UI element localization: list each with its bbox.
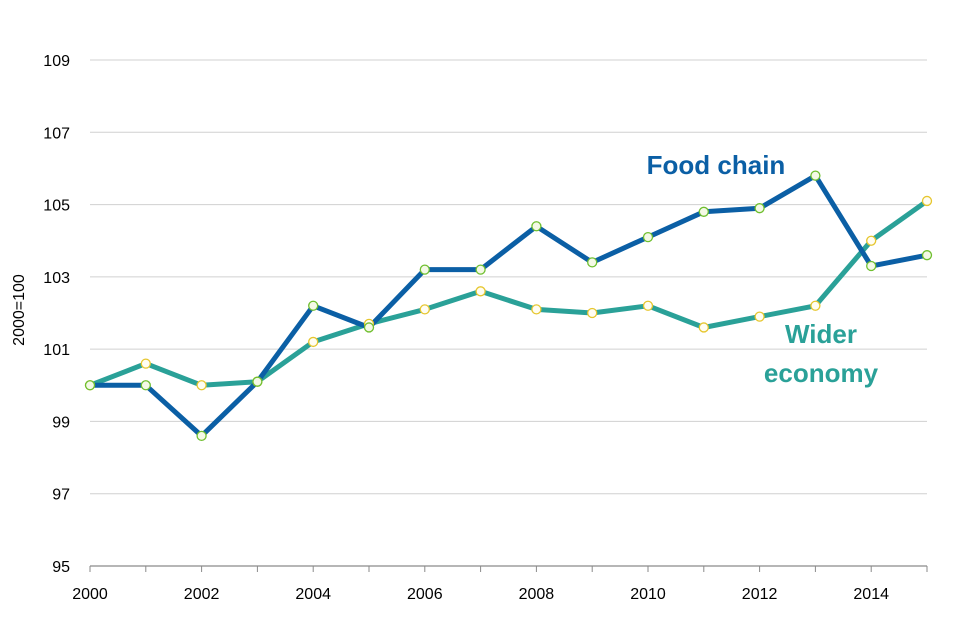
wider-economy-point-2014 [866, 235, 877, 246]
food-chain-point-2015 [921, 250, 933, 261]
food-chain-line [87, 173, 930, 439]
wider-economy-label-line-2: economy [764, 358, 879, 388]
axes: 95 97 99 101 103 105 107 109 2000 2002 2004 2006 200… [43, 53, 928, 603]
wider-economy-point-2008 [531, 304, 542, 315]
wider-economy-point-2013 [810, 300, 821, 311]
x-tick-label-2004: 2004 [295, 586, 331, 603]
food-chain-point-2010 [642, 231, 654, 243]
food-chain-point-2014 [866, 260, 877, 272]
wider-economy-point-2001 [140, 358, 151, 369]
wider-economy-point-2007 [475, 286, 486, 297]
y-tick-label-105: 105 [43, 198, 70, 215]
food-chain-point-2013 [810, 170, 821, 181]
food-chain-series-label: Food chain [647, 150, 786, 180]
x-tick-label-2002: 2002 [184, 586, 220, 603]
wider-economy-point-2015 [921, 195, 933, 207]
x-tick-label-2008: 2008 [519, 586, 555, 603]
x-tick-label-2012: 2012 [742, 586, 778, 603]
y-tick-label-103: 103 [43, 270, 70, 287]
y-tick-label-95: 95 [52, 559, 70, 576]
food-chain-point-2008 [531, 221, 542, 232]
wider-economy-point-2004 [308, 336, 319, 348]
y-tick-label-107: 107 [43, 125, 70, 142]
y-tick-label-99: 99 [52, 414, 70, 431]
y-axis-title: 2000=100 [11, 274, 28, 346]
wider-economy-point-2010 [642, 300, 654, 311]
wider-economy-point-2012 [754, 311, 765, 322]
data-markers [84, 170, 933, 442]
food-chain-point-2007 [475, 264, 486, 275]
food-chain-point-2005 [363, 322, 375, 333]
y-tick-label-97: 97 [52, 487, 70, 504]
wider-economy-label-line-1: Wider [785, 319, 857, 349]
wider-economy-point-2009 [587, 307, 598, 319]
series-lines [87, 173, 930, 439]
gridlines [90, 59, 927, 495]
food-chain-point-2006 [419, 264, 430, 275]
x-tick-label-2010: 2010 [630, 586, 666, 603]
wider-economy-point-2006 [419, 304, 430, 315]
food-chain-point-2009 [587, 257, 598, 268]
food-chain-point-2001 [140, 380, 151, 391]
y-tick-label-101: 101 [43, 342, 70, 359]
food-chain-point-2000 [84, 380, 96, 391]
food-chain-point-2004 [308, 300, 319, 311]
y-tick-label-109: 109 [43, 53, 70, 70]
wider-economy-line [87, 198, 930, 388]
wider-economy-point-2002 [196, 380, 207, 391]
food-chain-point-2011 [698, 206, 709, 217]
x-tick-label-2006: 2006 [407, 586, 443, 603]
series-labels: Food chain Wider economy [647, 150, 879, 388]
wider-economy-point-2011 [698, 322, 709, 333]
food-chain-point-2003 [252, 376, 263, 387]
food-chain-point-2012 [754, 203, 765, 214]
food-chain-point-2002 [196, 430, 207, 442]
x-tick-label-2014: 2014 [853, 586, 889, 603]
x-tick-label-2000: 2000 [72, 586, 108, 603]
